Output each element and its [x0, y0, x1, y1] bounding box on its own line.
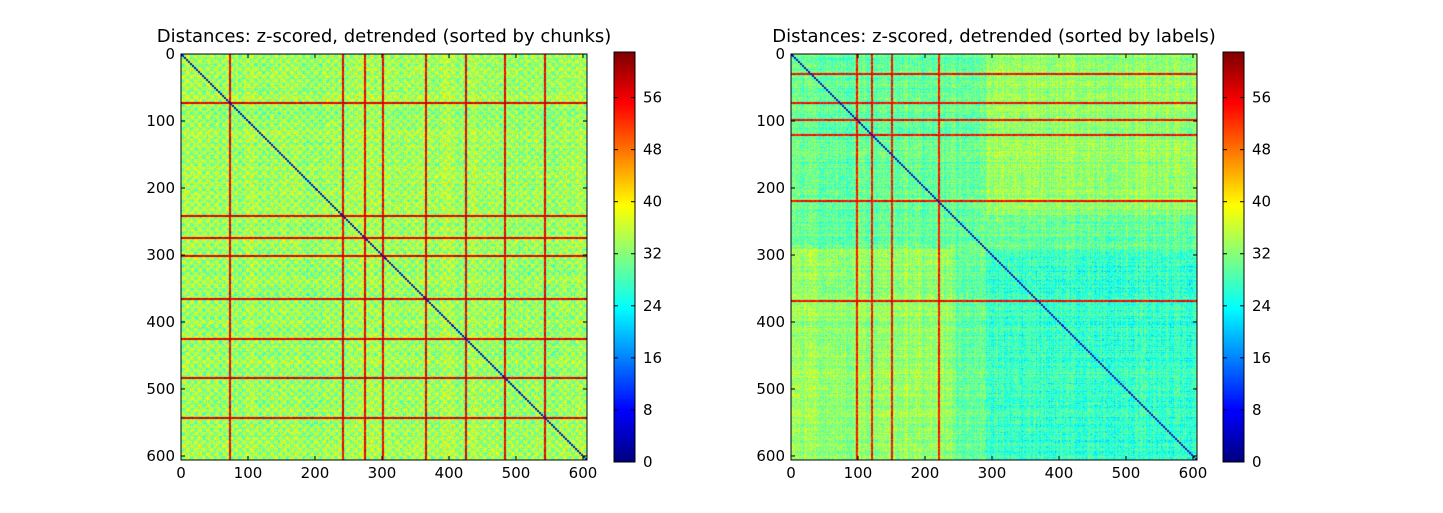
- colorbar-tick-label: 8: [1252, 401, 1262, 419]
- panel-sorted-by-chunks: Distances: z-scored, detrended (sorted b…: [146, 26, 662, 482]
- colorbar-tick-label: 32: [643, 245, 662, 263]
- chart-title: Distances: z-scored, detrended (sorted b…: [157, 26, 612, 47]
- x-tick-label: 500: [1112, 464, 1141, 482]
- x-tick-label: 100: [234, 464, 263, 482]
- colorbar-gradient: [614, 52, 635, 462]
- chart-title: Distances: z-scored, detrended (sorted b…: [772, 26, 1216, 47]
- x-tick-label: 600: [1179, 464, 1208, 482]
- y-tick-label: 500: [756, 380, 785, 398]
- colorbar-container: [1223, 52, 1244, 462]
- colorbar-tick-label: 16: [1252, 349, 1271, 367]
- colorbar-tick-label: 24: [1252, 297, 1271, 315]
- x-tick-label: 200: [911, 464, 940, 482]
- heatmap-image-container: [791, 54, 1197, 460]
- y-tick-label: 300: [146, 246, 175, 264]
- y-tick-label: 0: [165, 45, 175, 63]
- heatmap-image: [791, 54, 1197, 460]
- heatmap-image-container: [181, 54, 587, 460]
- colorbar-tick-label: 48: [643, 141, 662, 159]
- colorbar-ticks: 0 8 16 24 32 40 48 56: [1223, 89, 1271, 471]
- x-tick-label: 100: [844, 464, 873, 482]
- y-tick-label: 500: [146, 380, 175, 398]
- colorbar-tick-label: 0: [1252, 453, 1262, 471]
- colorbar-tick-label: 24: [643, 297, 662, 315]
- colorbar-tick-label: 56: [1252, 89, 1271, 107]
- x-tick-label: 200: [301, 464, 330, 482]
- x-tick-label: 300: [978, 464, 1007, 482]
- heatmap-image: [181, 54, 587, 460]
- panel-sorted-by-labels: Distances: z-scored, detrended (sorted b…: [756, 26, 1271, 482]
- colorbar-ticks: 0 8 16 24 32 40 48 56: [614, 89, 662, 471]
- colorbar-tick-label: 48: [1252, 141, 1271, 159]
- y-tick-label: 400: [146, 313, 175, 331]
- colorbar-tick-label: 40: [643, 193, 662, 211]
- y-tick-label: 400: [756, 313, 785, 331]
- x-tick-label: 300: [368, 464, 397, 482]
- y-tick-label: 0: [775, 45, 785, 63]
- colorbar-frame: [613, 51, 636, 463]
- plot-frame: [790, 53, 1198, 461]
- y-tick-label: 100: [146, 112, 175, 130]
- x-tick-label: 0: [176, 464, 186, 482]
- plot-frame: [180, 53, 588, 461]
- colorbar-tick-label: 0: [643, 453, 653, 471]
- x-tick-label: 0: [786, 464, 796, 482]
- colorbar-tick-label: 32: [1252, 245, 1271, 263]
- y-tick-label: 600: [756, 447, 785, 465]
- colorbar-frame: [1222, 51, 1245, 463]
- colorbar-gradient: [1223, 52, 1244, 462]
- x-tick-label: 600: [569, 464, 598, 482]
- x-tick-label: 400: [1045, 464, 1074, 482]
- y-tick-label: 600: [146, 447, 175, 465]
- y-tick-label: 200: [146, 179, 175, 197]
- colorbar-tick-label: 40: [1252, 193, 1271, 211]
- colorbar-tick-label: 8: [643, 401, 653, 419]
- y-tick-label: 300: [756, 246, 785, 264]
- colorbar-container: [614, 52, 635, 462]
- x-tick-label: 400: [435, 464, 464, 482]
- y-tick-label: 200: [756, 179, 785, 197]
- colorbar-tick-label: 16: [643, 349, 662, 367]
- y-tick-label: 100: [756, 112, 785, 130]
- colorbar-tick-label: 56: [643, 89, 662, 107]
- x-tick-label: 500: [502, 464, 531, 482]
